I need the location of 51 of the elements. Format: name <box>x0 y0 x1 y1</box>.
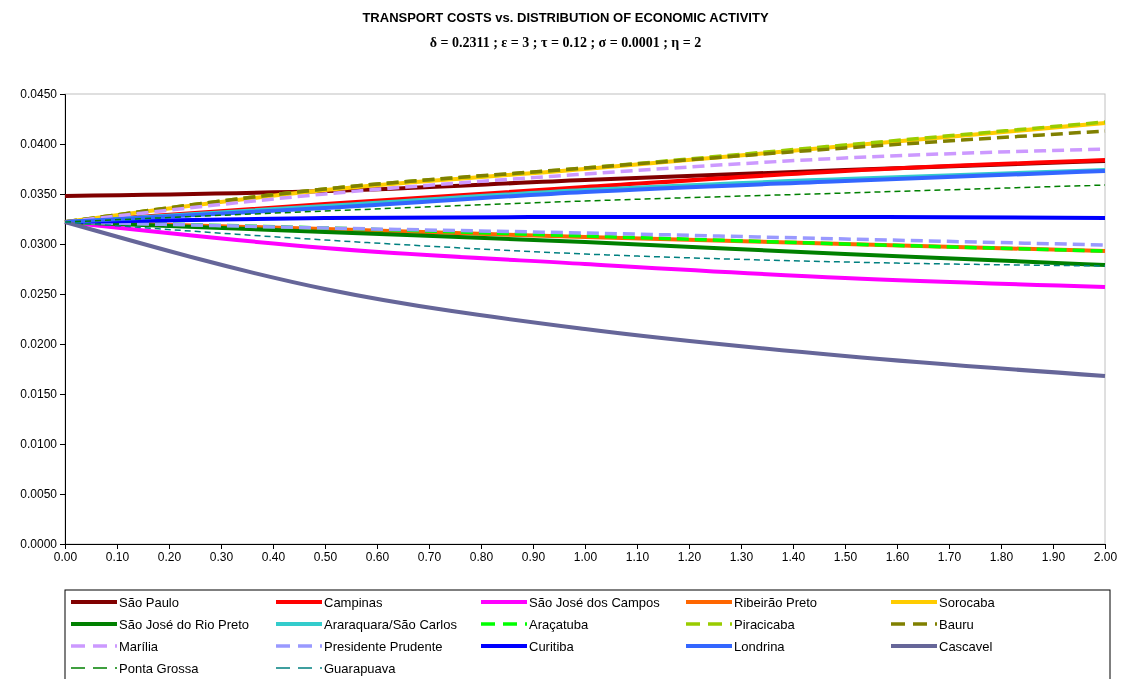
legend-label: São Paulo <box>119 595 179 610</box>
x-tick-label: 1.80 <box>989 549 1014 564</box>
y-tick-label: 0.0300 <box>20 237 58 252</box>
x-tick-label: 1.90 <box>1041 549 1066 564</box>
x-tick-label: 0.30 <box>209 549 234 564</box>
legend-label: São José dos Campos <box>529 595 661 610</box>
legend-label: São José do Rio Preto <box>119 617 250 632</box>
x-tick-label: 2.00 <box>1093 549 1118 564</box>
legend-label: Cascavel <box>939 639 993 654</box>
x-tick-label: 1.60 <box>885 549 910 564</box>
y-tick-label: 0.0000 <box>20 537 58 552</box>
x-tick-label: 0.10 <box>105 549 130 564</box>
y-tick-label: 0.0350 <box>20 187 58 202</box>
x-tick-label: 0.60 <box>365 549 390 564</box>
y-tick-label: 0.0400 <box>20 137 58 152</box>
legend-label: Marília <box>119 639 159 654</box>
x-tick-label: 0.80 <box>469 549 494 564</box>
x-tick-label: 0.50 <box>313 549 338 564</box>
legend-label: Londrina <box>734 639 786 654</box>
x-tick-label: 1.20 <box>677 549 702 564</box>
legend-label: Araçatuba <box>529 617 590 632</box>
chart-title: TRANSPORT COSTS vs. DISTRIBUTION OF ECONOMIC ACTIVITY <box>362 10 769 25</box>
legend-label: Campinas <box>324 595 384 610</box>
y-tick-label: 0.0050 <box>20 487 58 502</box>
legend-label: Bauru <box>939 617 974 632</box>
x-tick-label: 1.30 <box>729 549 754 564</box>
legend-label: Araraquara/São Carlos <box>324 617 458 632</box>
legend-label: Sorocaba <box>939 595 996 610</box>
x-tick-label: 0.20 <box>157 549 182 564</box>
y-tick-label: 0.0450 <box>20 87 58 102</box>
x-tick-label: 0.00 <box>53 549 78 564</box>
legend-label: Ribeirão Preto <box>734 595 818 610</box>
y-tick-label: 0.0150 <box>20 387 58 402</box>
x-tick-label: 0.70 <box>417 549 442 564</box>
x-tick-label: 0.90 <box>521 549 546 564</box>
chart-subtitle: δ = 0.2311 ; ε = 3 ; τ = 0.12 ; σ = 0.0001 ; η = 2 <box>429 35 702 50</box>
x-tick-label: 1.50 <box>833 549 858 564</box>
x-tick-label: 0.40 <box>261 549 286 564</box>
legend-label: Curitiba <box>529 639 575 654</box>
legend-label: Piracicaba <box>734 617 796 632</box>
x-tick-label: 1.00 <box>573 549 598 564</box>
line-series <box>63 220 1107 378</box>
x-tick-label: 1.70 <box>937 549 962 564</box>
y-tick-label: 0.0200 <box>20 337 58 352</box>
y-tick-label: 0.0250 <box>20 287 58 302</box>
legend-label: Ponta Grossa <box>119 661 200 676</box>
x-tick-label: 1.10 <box>625 549 650 564</box>
x-tick-label: 1.40 <box>781 549 806 564</box>
legend-label: Presidente Prudente <box>324 639 443 654</box>
legend-label: Guarapuava <box>324 661 397 676</box>
y-tick-label: 0.0100 <box>20 437 58 452</box>
